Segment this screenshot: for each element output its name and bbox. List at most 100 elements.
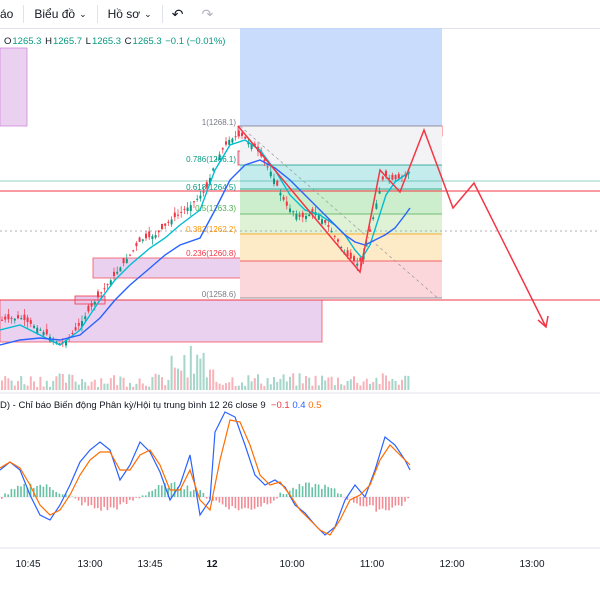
candle-body	[295, 214, 298, 220]
ma-slow-line	[0, 159, 411, 346]
volume-bar	[109, 378, 112, 390]
fib-label-236: 0.236(1260.8)	[186, 249, 236, 258]
candle-body	[218, 154, 221, 160]
candle-body	[215, 159, 218, 161]
macd-hist-bar	[125, 497, 128, 505]
volume-bar	[231, 377, 234, 390]
candle-body	[157, 230, 160, 233]
candle-body	[42, 331, 45, 336]
macd-hist-bar	[4, 493, 6, 497]
macd-hist-bar	[298, 483, 301, 497]
blue-projection-box[interactable]	[240, 28, 442, 126]
volume-bar	[269, 384, 272, 390]
profile-menu[interactable]: Hồ sơ ⌄	[98, 0, 162, 28]
volume-bar	[225, 383, 227, 390]
candle-body	[109, 280, 112, 286]
macd-hist-bar	[23, 483, 25, 497]
open-value: 1265.3	[12, 36, 42, 47]
candle-body	[321, 219, 323, 224]
candle-body	[173, 212, 176, 218]
volume-bar	[135, 383, 138, 390]
macd-hist-bar	[141, 495, 144, 497]
candle-body	[58, 343, 61, 345]
time-label: 11:00	[360, 559, 385, 570]
candle-body	[340, 247, 343, 248]
macd-hist-bar	[65, 493, 67, 497]
candle-body	[199, 195, 202, 199]
macd-hist-bar	[394, 497, 397, 506]
ohlc-legend: O1265.3 H1265.7 L1265.3 C1265.3 −0.1 (−0…	[4, 36, 226, 47]
macd-hist-bar	[359, 497, 361, 506]
macd-hist-bar	[295, 489, 297, 497]
volume-bar	[362, 381, 365, 390]
high-value: 1265.7	[52, 36, 83, 47]
macd-hist-bar	[135, 497, 137, 498]
volume-bar	[183, 354, 186, 390]
candle-body	[397, 173, 400, 179]
macd-hist-bar	[106, 497, 109, 511]
volume-bar	[122, 377, 125, 390]
candle-body	[17, 315, 19, 319]
volume-bar	[353, 376, 355, 390]
purple-zone-topleft[interactable]	[0, 47, 28, 127]
volume-bar	[97, 386, 99, 390]
volume-bar	[39, 376, 42, 390]
candle-body	[250, 144, 253, 149]
volume-bar	[372, 382, 375, 390]
toolbar-divider	[23, 5, 25, 23]
volume-bar	[26, 385, 29, 390]
volume-bar	[369, 383, 371, 390]
volume-bar	[157, 374, 160, 390]
macd-hist-bar	[263, 497, 265, 503]
partial-menu-item[interactable]: áo	[0, 0, 23, 28]
volume-bar	[321, 375, 323, 390]
volume-bar	[113, 375, 115, 390]
undo-icon[interactable]: ↶	[171, 5, 184, 22]
candle-body	[388, 177, 391, 179]
candle-body	[301, 212, 304, 218]
toolbar-divider	[96, 5, 98, 23]
candle-body	[244, 136, 247, 139]
candle-body	[375, 203, 378, 209]
macd-hist-bar	[314, 483, 317, 497]
macd-hist-bar	[333, 488, 336, 497]
macd-name: D) - Chỉ báo Biến động Phân kỳ/Hội tụ tr…	[0, 400, 266, 411]
redo-icon[interactable]: ↷	[201, 5, 214, 22]
macd-value: 0.4	[292, 400, 306, 411]
candle-body	[231, 138, 234, 143]
chart-menu[interactable]: Biểu đồ ⌄	[24, 0, 96, 28]
macd-hist-bar	[397, 497, 400, 506]
projection-path[interactable]	[237, 125, 547, 328]
candle-body	[90, 303, 93, 307]
candle-body	[20, 318, 23, 320]
candle-body	[378, 191, 381, 194]
macd-hist-bar	[90, 497, 93, 506]
volume-bar	[177, 368, 179, 390]
volume-bar	[292, 373, 295, 390]
candle-body	[353, 256, 355, 262]
candle-body	[29, 320, 32, 324]
macd-hist-bar	[237, 497, 240, 511]
macd-legend[interactable]: D) - Chỉ báo Biến động Phân kỳ/Hội tụ tr…	[0, 400, 321, 411]
close-key: C	[124, 36, 132, 47]
macd-hist-bar	[84, 497, 86, 503]
candle-body	[205, 182, 208, 188]
volume-bar	[55, 376, 58, 390]
candle-body	[369, 229, 371, 232]
volume-bar	[196, 354, 199, 390]
volume-bar	[247, 375, 250, 390]
chevron-down-icon: ⌄	[144, 8, 152, 19]
purple-zone-bottom[interactable]	[0, 299, 323, 343]
macd-hist-bar	[129, 497, 131, 500]
candle-body	[394, 175, 397, 180]
volume-bar	[170, 355, 173, 390]
volume-bar	[330, 376, 333, 390]
diagonal-trend-dashed	[239, 125, 441, 301]
macd-hist-bar	[257, 497, 259, 508]
candle-body	[10, 317, 13, 319]
macd-hist-bar	[276, 497, 278, 499]
macd-hist-bar	[100, 497, 102, 511]
volume-bar	[132, 386, 135, 390]
time-axis[interactable]: 10:45 13:00 13:45 12 10:00 11:00 12:00 1…	[15, 559, 544, 570]
